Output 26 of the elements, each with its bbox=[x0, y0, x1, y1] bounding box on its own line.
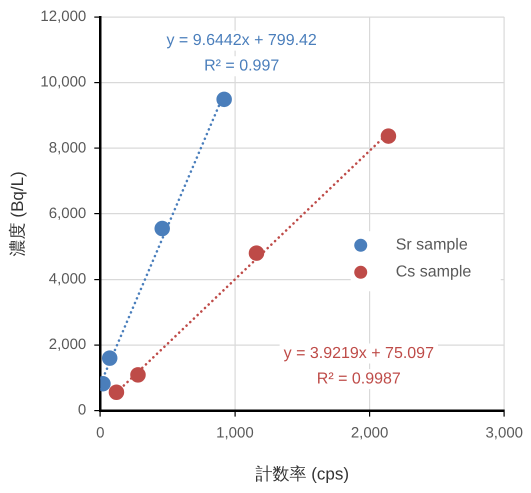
point bbox=[380, 128, 396, 144]
y-tick-label: 0 bbox=[78, 402, 86, 419]
point bbox=[248, 245, 264, 261]
annotation: R² = 0.997 bbox=[204, 58, 280, 75]
legend-label: Sr sample bbox=[396, 236, 468, 254]
point bbox=[130, 367, 146, 383]
annotation: y = 9.6442x + 799.42 bbox=[166, 32, 317, 50]
x-tick-label: 0 bbox=[96, 424, 104, 442]
x-tick-label: 2,000 bbox=[350, 424, 388, 442]
y-tick-label: 8,000 bbox=[48, 139, 86, 156]
annotation: y = 3.9219x + 75.097 bbox=[284, 344, 434, 362]
x-axis-title: 計数率 (cps) bbox=[256, 464, 350, 484]
point bbox=[108, 384, 124, 400]
y-tick-label: 6,000 bbox=[48, 204, 86, 222]
y-tick-label: 4,000 bbox=[48, 270, 86, 288]
y-axis-title: 濃度 (Bq/L) bbox=[8, 171, 27, 256]
x-tick-label: 1,000 bbox=[216, 424, 254, 442]
point bbox=[216, 92, 232, 108]
legend-label: Cs sample bbox=[396, 264, 472, 281]
annotation: R² = 0.9987 bbox=[316, 370, 401, 388]
y-tick-label: 12,000 bbox=[40, 8, 86, 26]
y-tick-label: 2,000 bbox=[48, 336, 86, 354]
point bbox=[102, 350, 118, 366]
x-tick-label: 3,000 bbox=[485, 424, 524, 442]
point bbox=[154, 220, 170, 236]
y-tick-label: 10,000 bbox=[40, 74, 86, 91]
